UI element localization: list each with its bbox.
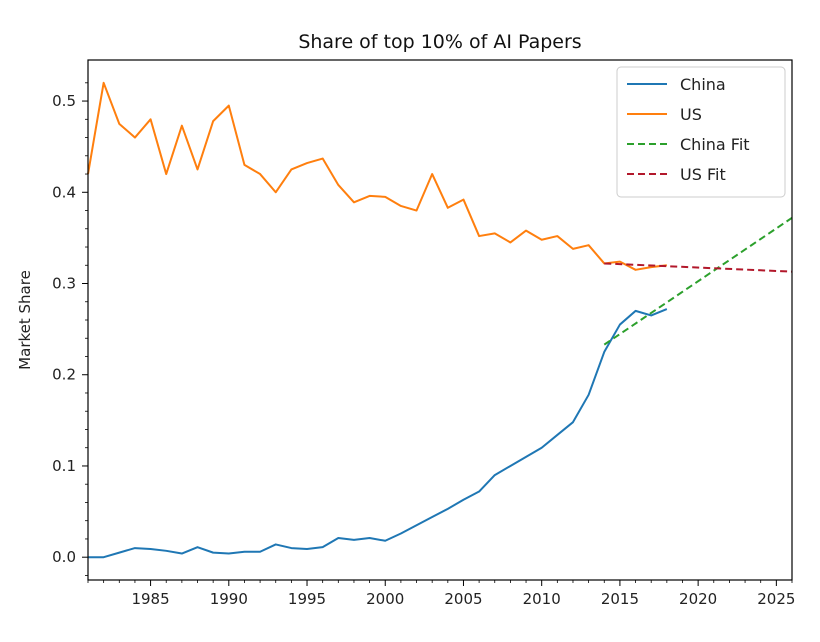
legend-box — [616, 66, 786, 198]
x-tick-label: 2005 — [444, 590, 482, 608]
legend: China US China Fit US Fit — [616, 66, 786, 198]
legend-label: US Fit — [680, 165, 726, 184]
series-line-us-fit — [604, 262, 793, 273]
series-layer — [87, 81, 793, 559]
y-tick-label: 0.3 — [52, 275, 76, 293]
series-line-china — [88, 308, 668, 559]
x-tick-label: 2015 — [601, 590, 639, 608]
legend-label: China Fit — [680, 135, 750, 154]
y-tick-label: 0.1 — [52, 457, 76, 475]
x-tick-label: 1995 — [288, 590, 326, 608]
x-tick-label: 2010 — [523, 590, 561, 608]
y-axis-label: Market Share — [16, 270, 34, 370]
y-tick-label: 0.4 — [52, 183, 76, 201]
x-tick-label: 1985 — [131, 590, 169, 608]
y-axis: 0.0 0.1 0.2 0.3 0.4 0.5 — [52, 82, 88, 576]
x-tick-label: 2025 — [757, 590, 795, 608]
legend-label: US — [680, 105, 702, 124]
y-tick-label: 0.5 — [52, 92, 76, 110]
y-tick-label: 0.2 — [52, 366, 76, 384]
x-tick-label: 2020 — [679, 590, 717, 608]
x-axis: 1985 1990 1995 2000 2005 2010 2015 2020 2025 — [87, 580, 795, 608]
x-tick-label: 2000 — [366, 590, 404, 608]
series-line-china-fit — [603, 216, 793, 346]
chart-title: Share of top 10% of AI Papers — [298, 31, 581, 53]
series-line-us — [87, 81, 667, 271]
x-tick-label: 1990 — [210, 590, 248, 608]
legend-label: China — [680, 75, 726, 94]
y-tick-label: 0.0 — [52, 548, 76, 566]
